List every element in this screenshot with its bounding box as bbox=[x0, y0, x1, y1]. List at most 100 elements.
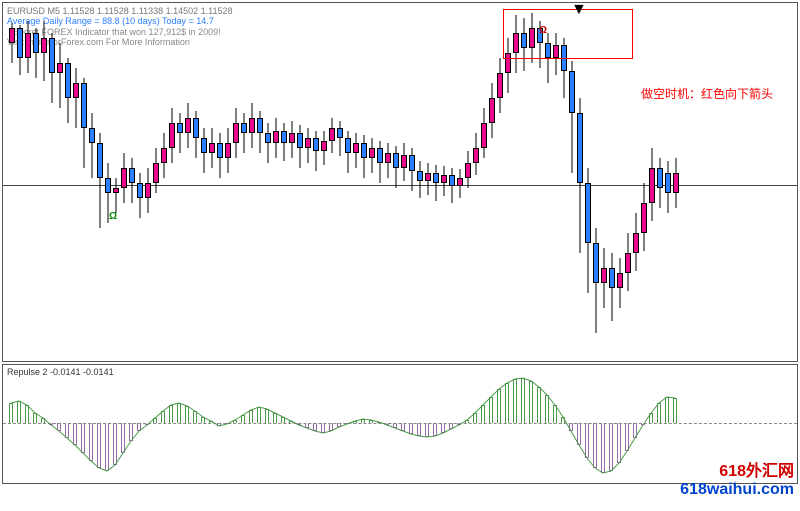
candle bbox=[489, 3, 495, 361]
indicator-bar bbox=[409, 423, 413, 434]
candle bbox=[369, 3, 375, 361]
candle bbox=[305, 3, 311, 361]
indicator-bar bbox=[225, 423, 229, 424]
indicator-bar bbox=[473, 413, 477, 423]
signal-icon: Ω bbox=[109, 211, 117, 222]
candle bbox=[313, 3, 319, 361]
indicator-bar bbox=[161, 411, 165, 423]
candle bbox=[649, 3, 655, 361]
indicator-bar bbox=[385, 423, 389, 425]
indicator-bar bbox=[185, 406, 189, 423]
indicator-bar bbox=[297, 423, 301, 425]
indicator-bar bbox=[377, 422, 381, 423]
main-candlestick-chart[interactable]: EURUSD M5 1.11528 1.11528 1.11338 1.1450… bbox=[2, 2, 798, 362]
indicator-bar bbox=[433, 423, 437, 436]
indicator-bar bbox=[449, 423, 453, 429]
candle bbox=[249, 3, 255, 361]
candle bbox=[233, 3, 239, 361]
indicator-bar bbox=[65, 423, 69, 438]
indicator-bar bbox=[129, 423, 133, 441]
candle bbox=[473, 3, 479, 361]
indicator-bar bbox=[113, 423, 117, 465]
candle bbox=[241, 3, 247, 361]
candle bbox=[193, 3, 199, 361]
indicator-bar bbox=[393, 423, 397, 428]
indicator-bar bbox=[193, 411, 197, 423]
indicator-bar bbox=[177, 403, 181, 423]
candle bbox=[337, 3, 343, 361]
indicator-bar bbox=[529, 381, 533, 423]
indicator-bar bbox=[249, 410, 253, 423]
candle bbox=[457, 3, 463, 361]
candle bbox=[377, 3, 383, 361]
indicator-bar bbox=[9, 403, 13, 423]
candle bbox=[129, 3, 135, 361]
candle bbox=[49, 3, 55, 361]
indicator-bar bbox=[641, 423, 645, 425]
candle bbox=[281, 3, 287, 361]
candle bbox=[385, 3, 391, 361]
indicator-bar-area bbox=[3, 365, 797, 483]
candle bbox=[225, 3, 231, 361]
repulse-indicator-chart[interactable]: Repulse 2 -0.0141 -0.0141 bbox=[2, 364, 798, 484]
candle bbox=[361, 3, 367, 361]
indicator-bar bbox=[313, 423, 317, 431]
indicator-bar bbox=[41, 418, 45, 423]
candle bbox=[209, 3, 215, 361]
indicator-bar bbox=[257, 407, 261, 423]
indicator-bar bbox=[353, 421, 357, 423]
candle bbox=[113, 3, 119, 361]
indicator-bar bbox=[625, 423, 629, 451]
indicator-bar bbox=[153, 418, 157, 423]
candle bbox=[641, 3, 647, 361]
candle bbox=[673, 3, 679, 361]
indicator-bar bbox=[481, 405, 485, 423]
indicator-bar bbox=[25, 405, 29, 423]
indicator-bar bbox=[457, 423, 461, 425]
candle bbox=[433, 3, 439, 361]
candle bbox=[97, 3, 103, 361]
indicator-bar bbox=[553, 405, 557, 423]
candle bbox=[321, 3, 327, 361]
candle bbox=[33, 3, 39, 361]
candle bbox=[657, 3, 663, 361]
candle bbox=[25, 3, 31, 361]
indicator-bar bbox=[321, 423, 325, 433]
indicator-bar bbox=[169, 405, 173, 423]
candle bbox=[441, 3, 447, 361]
indicator-bar bbox=[145, 423, 149, 425]
candle bbox=[409, 3, 415, 361]
indicator-bar bbox=[401, 423, 405, 431]
indicator-bar bbox=[417, 423, 421, 436]
indicator-bar bbox=[17, 401, 21, 423]
candle bbox=[81, 3, 87, 361]
candle bbox=[297, 3, 303, 361]
candle bbox=[481, 3, 487, 361]
candle bbox=[41, 3, 47, 361]
indicator-bar bbox=[649, 413, 653, 423]
indicator-bar bbox=[545, 395, 549, 423]
candle bbox=[57, 3, 63, 361]
indicator-bar bbox=[657, 403, 661, 423]
indicator-bar bbox=[665, 397, 669, 423]
indicator-bar bbox=[137, 423, 141, 431]
candle bbox=[401, 3, 407, 361]
indicator-bar bbox=[73, 423, 77, 445]
candle bbox=[121, 3, 127, 361]
indicator-bar bbox=[97, 423, 101, 468]
candle bbox=[89, 3, 95, 361]
indicator-bar bbox=[241, 415, 245, 423]
indicator-bar bbox=[233, 420, 237, 423]
indicator-bar bbox=[617, 423, 621, 463]
chart-container: EURUSD M5 1.11528 1.11528 1.11338 1.1450… bbox=[0, 0, 800, 511]
indicator-bar bbox=[609, 423, 613, 471]
candle bbox=[329, 3, 335, 361]
indicator-bar bbox=[569, 423, 573, 431]
sell-signal-annotation: 做空时机：红色向下箭头 bbox=[641, 85, 773, 102]
candle bbox=[217, 3, 223, 361]
indicator-bar bbox=[465, 420, 469, 423]
indicator-bar bbox=[521, 378, 525, 423]
indicator-bar bbox=[273, 413, 277, 423]
candle bbox=[177, 3, 183, 361]
indicator-bar bbox=[49, 423, 53, 425]
